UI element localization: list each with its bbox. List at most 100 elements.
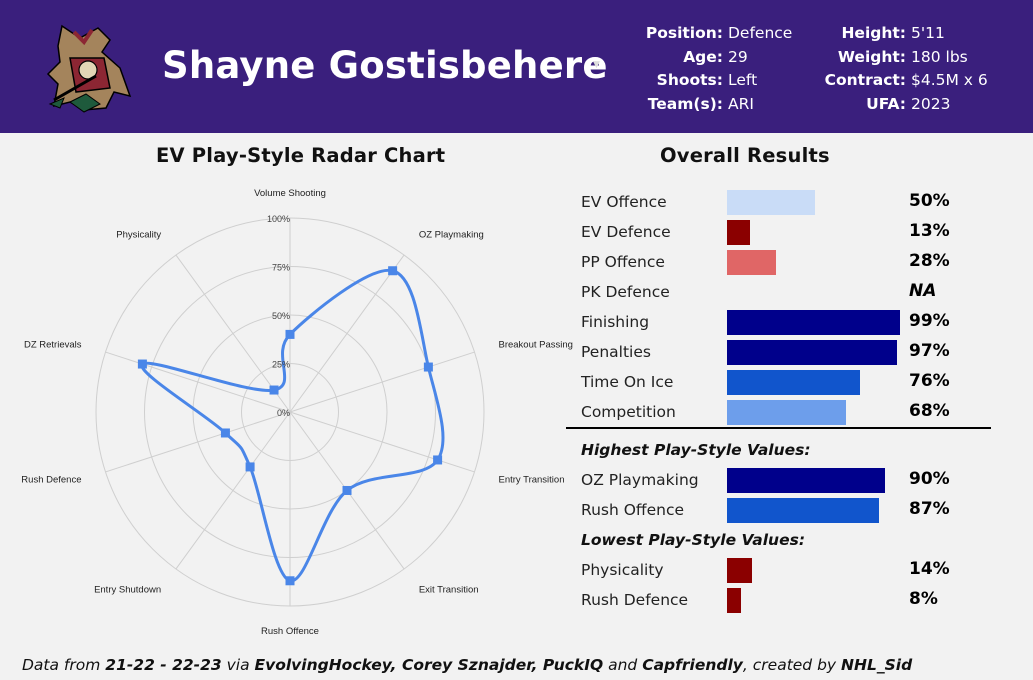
radar-data-point [423,362,433,372]
radar-spoke [175,411,291,570]
player-select-chevron-down-icon[interactable]: ▼ [593,60,600,70]
result-value: 76% [909,371,950,391]
result-label: Finishing [581,313,650,331]
info-row: Contract: $4.5M x 6 [810,69,988,93]
info-label: Shoots: [656,71,723,90]
radar-axis-label: Rush Defence [21,475,81,486]
radar-tick-label: 0% [277,408,290,418]
result-value: 90% [909,469,950,489]
footer-text: via [221,656,255,674]
radar-data-point [137,359,147,369]
highest-values-heading: Highest Play-Style Values: [581,441,811,459]
result-value: NA [909,281,937,301]
info-value: ARI [728,95,754,114]
result-value: 50% [909,191,950,211]
footer-text: EvolvingHockey, Corey Sznajder, PuckIQ [254,656,604,674]
result-row: OZ Playmaking 90% [581,466,1001,496]
info-label: Team(s): [647,95,723,114]
info-row: Height: 5'11 [810,22,988,46]
info-label: Weight: [837,47,906,66]
info-value: Defence [728,24,793,42]
result-row: PP Offence 28% [581,248,1001,278]
info-row: Weight: 180 lbs [810,46,988,70]
result-value: 68% [909,401,950,421]
result-label: PK Defence [581,283,670,301]
info-value: 5'11 [911,24,945,42]
radar-data-point [269,385,279,395]
result-value: 14% [909,559,950,579]
result-label: Penalties [581,343,651,361]
radar-axis-label: Exit Transition [419,584,479,595]
radar-axis-label: Volume Shooting [254,188,326,199]
player-name: Shayne Gostisbehere [162,44,608,87]
result-value: 13% [909,221,950,241]
radar-spoke [289,351,475,413]
info-label: UFA: [866,95,906,114]
radar-axis-label: Breakout Passing [498,339,572,350]
result-row: Rush Defence 8% [581,586,1001,616]
result-label: EV Offence [581,193,667,211]
radar-axis-label: Rush Offence [261,626,319,637]
result-bar [727,558,752,583]
radar-tick-label: 75% [272,263,290,273]
radar-data-point [285,576,295,586]
info-label: Position: [645,24,723,42]
radar-spoke [289,254,405,413]
radar-spoke [105,411,291,473]
result-row: EV Offence 50% [581,188,1001,218]
result-row: EV Defence 13% [581,218,1001,248]
result-bar [727,468,885,493]
footer-text: 21-22 - 22-23 [105,656,222,674]
result-row: Physicality 14% [581,556,1001,586]
footer-text: , created by [742,656,842,674]
radar-data-point [388,266,398,276]
radar-axis-label: Entry Transition [498,475,564,486]
radar-chart: 0% 25% 50% 75% 100% Volume Shooting OZ Playmak… [21,188,573,637]
radar-axis-label: Entry Shutdown [94,584,161,595]
result-label: PP Offence [581,253,665,271]
result-value: 87% [909,499,950,519]
radar-axis-label: OZ Playmaking [419,230,484,241]
result-row: Penalties 97% [581,338,1001,368]
result-label: Competition [581,403,676,421]
info-value: 29 [728,47,748,66]
footer-text: Data from [22,656,106,674]
radar-data-point [220,428,230,438]
result-row: Rush Offence 87% [581,496,1001,526]
result-value: 28% [909,251,950,271]
info-label: Age: [683,47,723,66]
info-value: $4.5M x 6 [911,71,988,90]
footer-text: and [603,656,643,674]
result-bar [727,400,846,425]
result-bar [727,220,750,245]
info-label: Contract: [824,71,906,90]
radar-tick-label: 50% [272,311,290,321]
result-label: Rush Defence [581,591,689,609]
result-bar [727,250,776,275]
result-row: Competition 68% [581,398,1001,428]
result-row: Finishing 99% [581,308,1001,338]
radar-title: EV Play-Style Radar Chart [156,144,446,167]
result-value: 97% [909,341,950,361]
result-bar [727,340,897,365]
result-bar [727,588,741,613]
result-bar [727,498,880,523]
results-divider [566,427,991,429]
radar-spoke [105,351,291,413]
result-value: 99% [909,311,950,331]
radar-axis-label: DZ Retrievals [24,339,82,350]
result-value: 8% [909,589,938,609]
result-label: Rush Offence [581,501,685,519]
result-label: Time On Ice [581,373,674,391]
data-source-footer: Data from 21-22 - 22-23 via EvolvingHock… [22,656,912,674]
radar-axis-label: Physicality [116,230,161,241]
info-value: 180 lbs [911,47,968,66]
info-row: UFA: 2023 [810,93,988,117]
radar-data-point [285,329,295,339]
info-row: Position: Defence [626,22,793,46]
lowest-values-heading: Lowest Play-Style Values: [581,531,806,549]
radar-tick-label: 100% [267,214,290,224]
info-value: Left [728,71,758,90]
radar-tick-label: 25% [272,360,290,370]
info-row: Shoots: Left [626,69,792,93]
